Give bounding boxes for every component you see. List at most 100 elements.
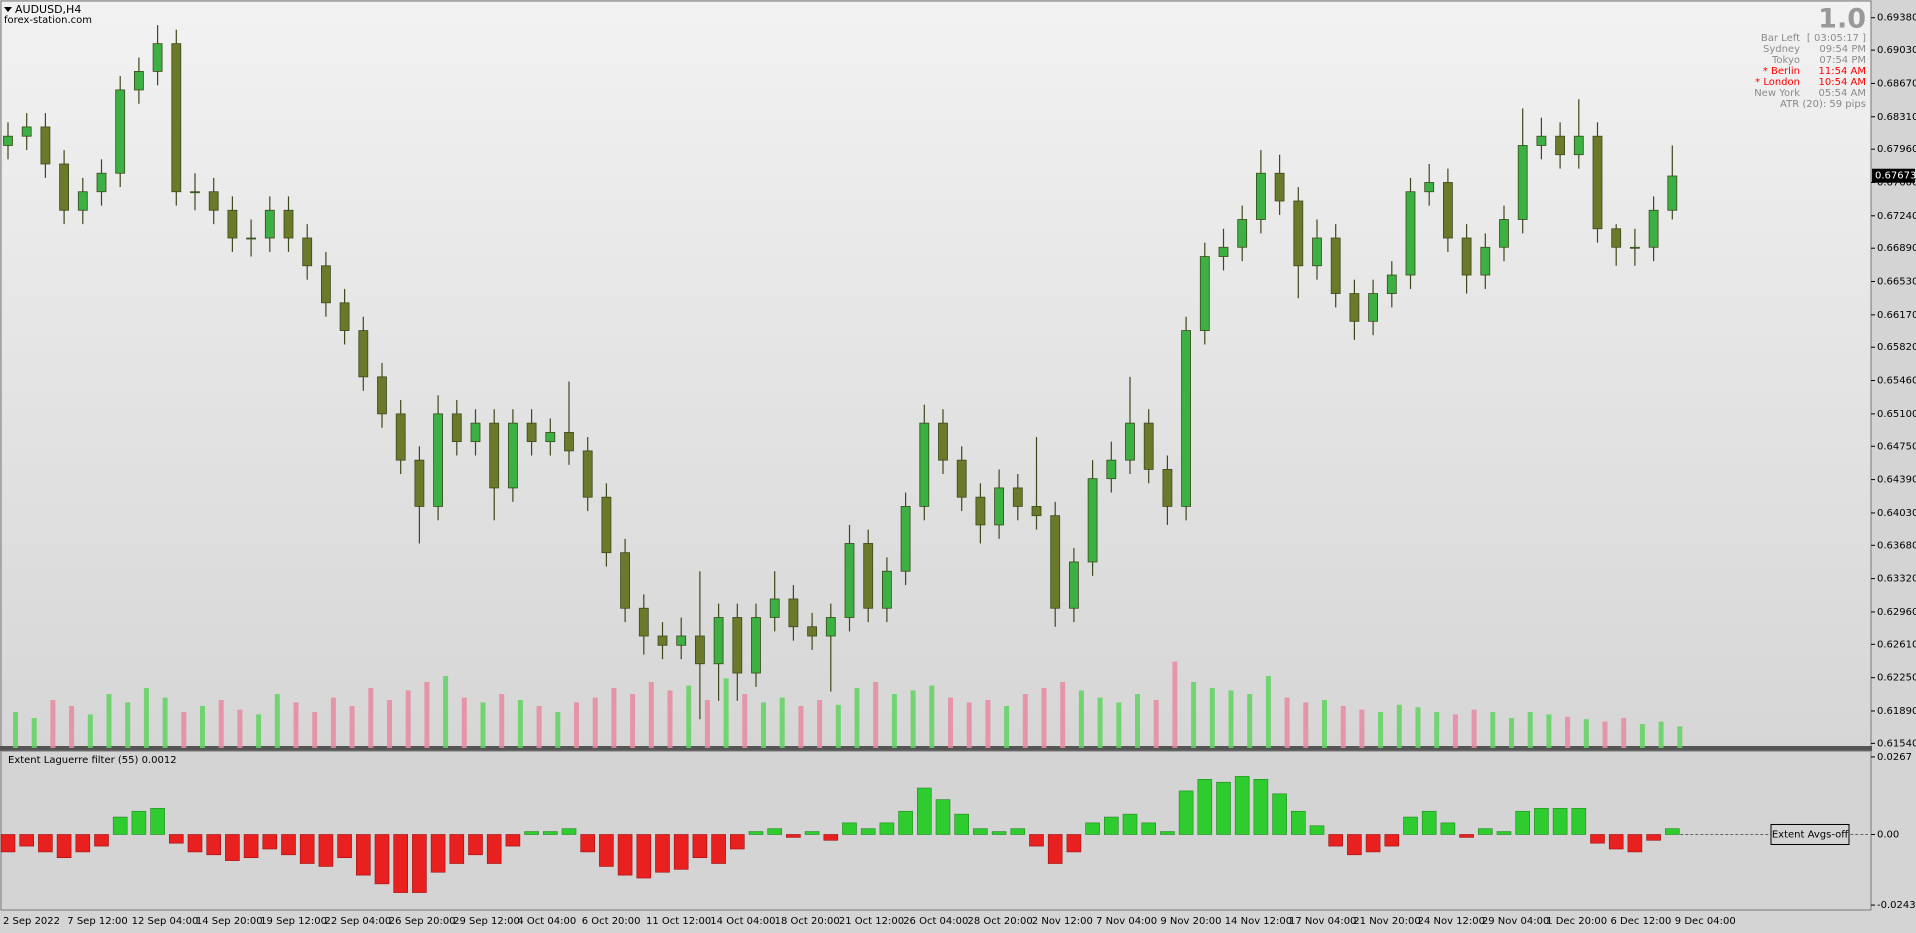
volume-bar: [1639, 724, 1645, 748]
candle-body: [339, 302, 350, 331]
histogram-bar: [673, 834, 689, 870]
candle-body: [1237, 219, 1248, 248]
volume-bar: [256, 714, 262, 748]
histogram-bar: [599, 834, 614, 867]
candle-body: [545, 431, 556, 443]
candle-body: [713, 617, 724, 665]
candle-body: [246, 237, 257, 240]
candle-body: [1125, 422, 1135, 461]
x-tick-label: 22 Sep 04:00: [325, 916, 392, 927]
histogram-bar: [75, 834, 91, 853]
candle-body: [358, 330, 369, 378]
histogram-bar: [169, 834, 184, 844]
histogram-bar: [692, 834, 708, 859]
volume-bar: [1602, 721, 1608, 748]
candle-body: [1087, 478, 1098, 563]
candle-body: [526, 422, 537, 443]
histogram-bar: [468, 834, 483, 856]
y-tick-label: 0.63320: [1877, 574, 1916, 585]
y-tick-label: 0.65100: [1877, 409, 1916, 420]
volume-bar: [648, 682, 654, 748]
candle-body: [788, 598, 799, 628]
y-tick-label: 0.69380: [1877, 13, 1916, 24]
volume-bar: [106, 694, 112, 748]
volume-bar: [443, 676, 449, 748]
volume-bar: [200, 706, 205, 748]
histogram-bar: [449, 834, 465, 864]
histogram-bar: [1421, 810, 1437, 835]
candle-body: [1274, 172, 1285, 202]
volume-bar: [1434, 712, 1440, 748]
volume-bar: [1415, 707, 1421, 748]
candle-body: [1312, 237, 1322, 267]
histogram-bar: [1608, 834, 1624, 850]
histogram-bar: [1253, 779, 1269, 835]
info-name: * London: [1755, 77, 1800, 88]
histogram-bar: [842, 822, 857, 835]
y-tick-label: 0.64750: [1877, 441, 1916, 452]
candle-body: [1368, 293, 1378, 322]
x-tick-label: 14 Nov 12:00: [1225, 916, 1292, 927]
histogram-bar: [1646, 834, 1661, 841]
volume-bar: [1340, 706, 1346, 748]
volume-bar: [1565, 716, 1571, 748]
histogram-bar: [1122, 813, 1138, 835]
candle-body: [676, 635, 687, 646]
x-tick-label: 6 Dec 12:00: [1611, 916, 1672, 927]
x-tick-label: 28 Oct 20:00: [968, 916, 1033, 927]
candle-body: [414, 459, 425, 507]
candle-body: [601, 496, 612, 554]
x-tick-label: 2 Nov 12:00: [1032, 916, 1093, 927]
candle-body: [1517, 145, 1528, 220]
histogram-bar: [1029, 834, 1044, 847]
candle-body: [1293, 200, 1304, 267]
y-tick-label: 0.67600: [1877, 177, 1916, 188]
candle-body: [152, 43, 163, 72]
y-tick-label: 0.62960: [1877, 607, 1916, 618]
y-tick-label: 0.64390: [1877, 475, 1916, 486]
candle-body: [264, 209, 275, 239]
y-tick-label: 0.65460: [1877, 376, 1916, 387]
candle-body: [1573, 135, 1584, 156]
y-tick-label: 0.00: [1877, 829, 1899, 840]
candle-body: [620, 552, 630, 609]
candle-body: [1667, 175, 1678, 211]
current-price-box: [1872, 168, 1915, 183]
histogram-bar: [19, 834, 35, 847]
candle-body: [732, 617, 743, 674]
volume-bar: [1135, 694, 1140, 748]
volume-bar: [1116, 702, 1122, 748]
volume-bar: [87, 714, 93, 748]
histogram-bar: [38, 834, 53, 853]
volume-bar: [1677, 726, 1683, 748]
histogram-bar: [393, 834, 409, 893]
candle-body: [1611, 228, 1622, 248]
symbol-menu-arrow[interactable]: [4, 7, 12, 12]
volume-bar: [13, 712, 18, 748]
volume-bar: [405, 690, 411, 748]
toggle-button[interactable]: Extent Avgs-off: [1770, 823, 1850, 845]
histogram-bar: [786, 834, 801, 838]
histogram-bar: [542, 831, 558, 835]
current-price-label: 0.67673: [1875, 171, 1916, 182]
volume-bar: [929, 685, 935, 748]
histogram-bar: [1104, 816, 1119, 835]
histogram-bar: [767, 828, 783, 835]
histogram-bar: [243, 834, 259, 859]
histogram-bar: [1047, 834, 1063, 864]
histogram-bar: [1403, 816, 1418, 835]
atr-label: ATR (20): 59 pips: [1780, 99, 1866, 110]
histogram-bar: [935, 799, 951, 835]
histogram-bar: [1478, 828, 1493, 835]
button-label[interactable]: Extent Avgs-off: [1772, 829, 1849, 840]
candle-body: [1050, 515, 1061, 609]
info-value: 09:54 PM: [1819, 44, 1866, 55]
x-tick-label: 14 Sep 20:00: [196, 916, 263, 927]
x-tick-label: 24 Nov 12:00: [1418, 916, 1485, 927]
histogram-bar: [1534, 808, 1549, 835]
volume-bar: [1247, 694, 1253, 748]
volume-bar: [274, 694, 280, 748]
candle-body: [1199, 256, 1210, 331]
histogram-bar: [299, 834, 315, 864]
candle-body: [451, 413, 462, 443]
